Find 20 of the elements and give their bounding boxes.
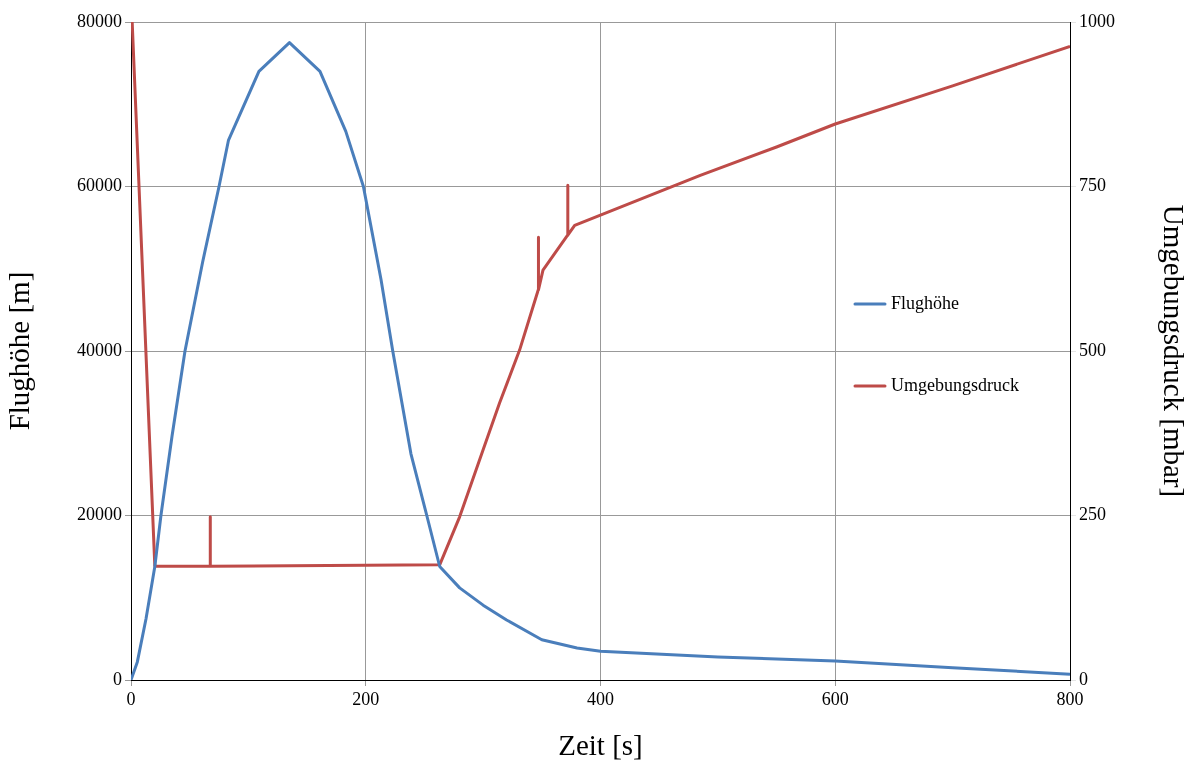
x-tick-label: 800 — [1056, 688, 1084, 709]
x-axis-title: Zeit [s] — [558, 729, 643, 762]
y2-tick-label: 0 — [1079, 668, 1088, 689]
y-tick-label: 40000 — [77, 339, 122, 360]
y2-tick-label: 250 — [1079, 504, 1106, 525]
legend-label: Umgebungsdruck — [891, 374, 1019, 395]
x-tick-label: 0 — [126, 688, 136, 709]
y-tick-label: 0 — [113, 668, 122, 689]
x-tick-label: 400 — [587, 688, 614, 709]
y2-tick-label: 500 — [1079, 339, 1106, 360]
y-tick-label: 80000 — [77, 10, 122, 31]
x-tick-label: 200 — [352, 688, 380, 709]
x-tick-label: 600 — [821, 688, 849, 709]
y-tick-label: 60000 — [77, 175, 122, 196]
y2-tick-label: 1000 — [1079, 10, 1115, 31]
y2-tick-label: 750 — [1079, 175, 1106, 196]
y-axis-title: Flughöhe [m] — [3, 271, 36, 431]
y2-axis-title: Umgebungsdruck [mbar] — [1157, 204, 1190, 498]
legend-label: Flughöhe — [891, 292, 960, 313]
y-tick-label: 20000 — [77, 504, 122, 525]
